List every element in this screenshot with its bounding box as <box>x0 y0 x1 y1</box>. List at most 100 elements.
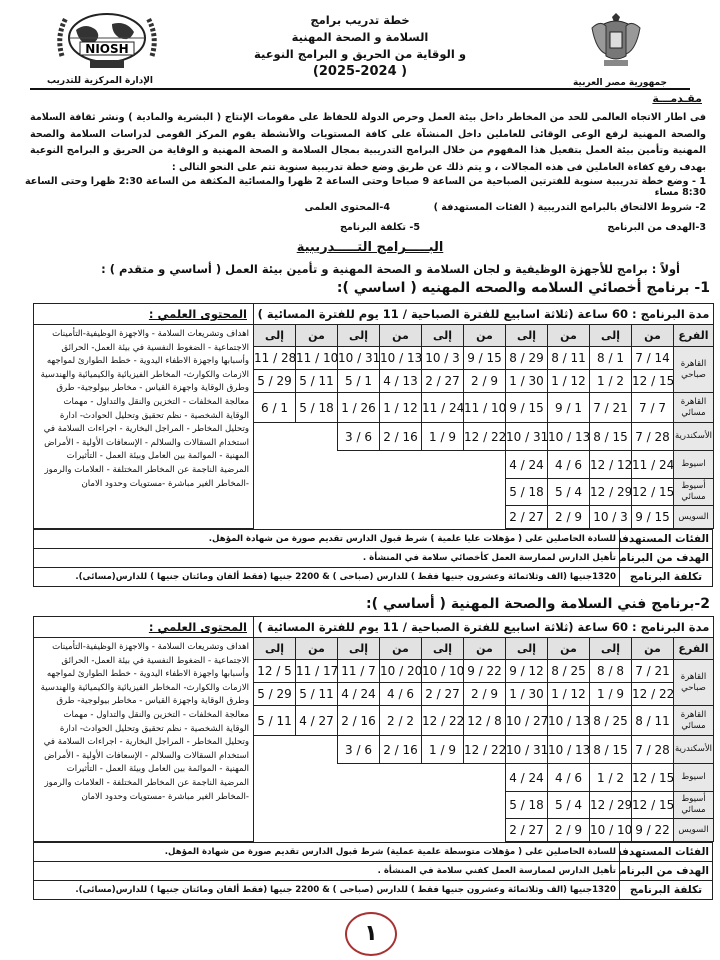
col-from-header: من <box>295 637 338 660</box>
date-cell: 9 / 15 <box>463 346 506 370</box>
date-cell: 5 / 18 <box>505 791 548 819</box>
date-cell: 12 / 22 <box>631 682 674 706</box>
title-line: السلامة و الصحة المهنية <box>291 30 429 44</box>
date-cell: 12 / 15 <box>631 763 674 792</box>
date-cell: 2 / 9 <box>463 682 506 706</box>
col-to-header: إلى <box>421 324 464 347</box>
date-cell: 9 / 15 <box>505 392 548 423</box>
date-cell: 8 / 11 <box>547 346 590 370</box>
date-cell: 9 / 1 <box>547 392 590 423</box>
date-cell: 12 / 29 <box>589 478 632 506</box>
col-branch-header: الفرع <box>673 324 714 347</box>
svg-text:NIOSH: NIOSH <box>85 42 128 56</box>
date-cell: 5 / 11 <box>295 682 338 706</box>
date-cell: 10 / 13 <box>547 422 590 451</box>
content-title: المحتوى العلمي : <box>33 616 254 638</box>
col-to-header: إلى <box>589 637 632 660</box>
program-details-table: الفئات المستهدفة للسادة الحاصلين على ( مؤ… <box>33 529 713 587</box>
program-goal-label: الهدف من البرنامج <box>619 861 713 881</box>
target-groups-label: الفئات المستهدفة <box>619 529 713 549</box>
branch-alexandria: الأسكندرية <box>673 735 714 764</box>
date-cell: 7 / 28 <box>631 422 674 451</box>
date-cell: 8 / 11 <box>631 705 674 736</box>
col-to-header: إلى <box>421 637 464 660</box>
date-cell: 10 / 20 <box>379 659 422 683</box>
intro-item-2: 2- شروط الالتحاق بالبرامج التدريبية ( ال… <box>433 202 706 213</box>
branch-suez: السويس <box>673 818 714 842</box>
content-text: اهداف وتشريعات السلامة - والاجهزة الوظيف… <box>33 637 254 842</box>
program-cost-value: 1320جنيها (الف وثلاثمائة وعشرون جنيها فق… <box>33 567 620 587</box>
date-cell: 2 / 27 <box>505 818 548 842</box>
branch-assiut-evening: أسيوط مسائي <box>673 478 714 506</box>
first-heading: أولاً : برامج للأجهزة الوظيفية و لجان ال… <box>101 262 680 276</box>
date-cell: 1 / 12 <box>547 369 590 393</box>
date-cell: 2 / 27 <box>421 369 464 393</box>
empty-cell <box>254 736 338 842</box>
date-cell: 5 / 29 <box>253 369 296 393</box>
date-cell: 1 / 9 <box>589 682 632 706</box>
empty-cell <box>338 764 506 842</box>
empty-cell <box>254 423 338 529</box>
page-number: ١ <box>345 912 397 956</box>
col-from-header: من <box>631 637 674 660</box>
intro-item-1: 1 - وضع خطة تدريبية سنوية للفترتين الصبا… <box>24 176 706 198</box>
date-cell: 10 / 27 <box>505 705 548 736</box>
date-cell: 11 / 28 <box>253 346 296 370</box>
org-name-egypt: جمهورية مصر العربية <box>572 78 668 88</box>
date-cell: 10 / 10 <box>421 659 464 683</box>
date-cell: 10 / 31 <box>505 422 548 451</box>
branch-cairo-morning: القاهرة صباحي <box>673 659 714 706</box>
date-cell: 1 / 9 <box>421 422 464 451</box>
date-cell: 7 / 7 <box>631 392 674 423</box>
date-cell: 10 / 13 <box>379 346 422 370</box>
date-cell: 2 / 16 <box>379 735 422 764</box>
date-cell: 10 / 13 <box>547 735 590 764</box>
date-cell: 11 / 7 <box>337 659 380 683</box>
date-cell: 5 / 29 <box>253 682 296 706</box>
branch-suez: السويس <box>673 505 714 529</box>
intro-paragraph: فى اطار الاتجاه العالمى للحد من المخاطر … <box>30 112 706 173</box>
col-from-header: من <box>547 324 590 347</box>
col-from-header: من <box>631 324 674 347</box>
date-cell: 8 / 29 <box>505 346 548 370</box>
date-cell: 1 / 2 <box>589 369 632 393</box>
date-cell: 1 / 30 <box>505 682 548 706</box>
program-1-title: 1- برنامج أخصائي السلامه والصحه المهنيه … <box>336 280 710 296</box>
date-cell: 4 / 6 <box>547 763 590 792</box>
program-2-title: 2-برنامج فني السلامة والصحة المهنية ( أس… <box>366 596 710 612</box>
header-divider <box>30 88 690 90</box>
date-cell: 8 / 25 <box>589 705 632 736</box>
date-cell: 12 / 8 <box>463 705 506 736</box>
date-cell: 4 / 6 <box>547 450 590 479</box>
col-to-header: إلى <box>253 324 296 347</box>
egypt-eagle-logo <box>590 10 642 72</box>
date-cell: 2 / 27 <box>421 682 464 706</box>
date-cell: 10 / 10 <box>589 818 632 842</box>
date-cell: 12 / 22 <box>463 735 506 764</box>
date-cell: 1 / 2 <box>589 763 632 792</box>
target-groups-label: الفئات المستهدفة <box>619 842 713 862</box>
empty-cell <box>338 451 506 529</box>
col-from-header: من <box>463 637 506 660</box>
date-cell: 5 / 4 <box>547 791 590 819</box>
date-cell: 7 / 14 <box>631 346 674 370</box>
date-cell: 2 / 16 <box>337 705 380 736</box>
program-goal-value: تأهيل الدارس لممارسة العمل كفني سلامة في… <box>33 861 620 881</box>
date-cell: 11 / 24 <box>421 392 464 423</box>
col-branch-header: الفرع <box>673 637 714 660</box>
branch-alexandria: الأسكندرية <box>673 422 714 451</box>
date-cell: 12 / 15 <box>631 478 674 506</box>
date-cell: 2 / 27 <box>505 505 548 529</box>
date-cell: 9 / 22 <box>631 818 674 842</box>
date-cell: 1 / 30 <box>505 369 548 393</box>
program-cost-label: تكلفة البرنامج <box>619 880 713 900</box>
program-cost-label: تكلفة البرنامج <box>619 567 713 587</box>
date-cell: 11 / 17 <box>295 659 338 683</box>
date-cell: 9 / 12 <box>505 659 548 683</box>
